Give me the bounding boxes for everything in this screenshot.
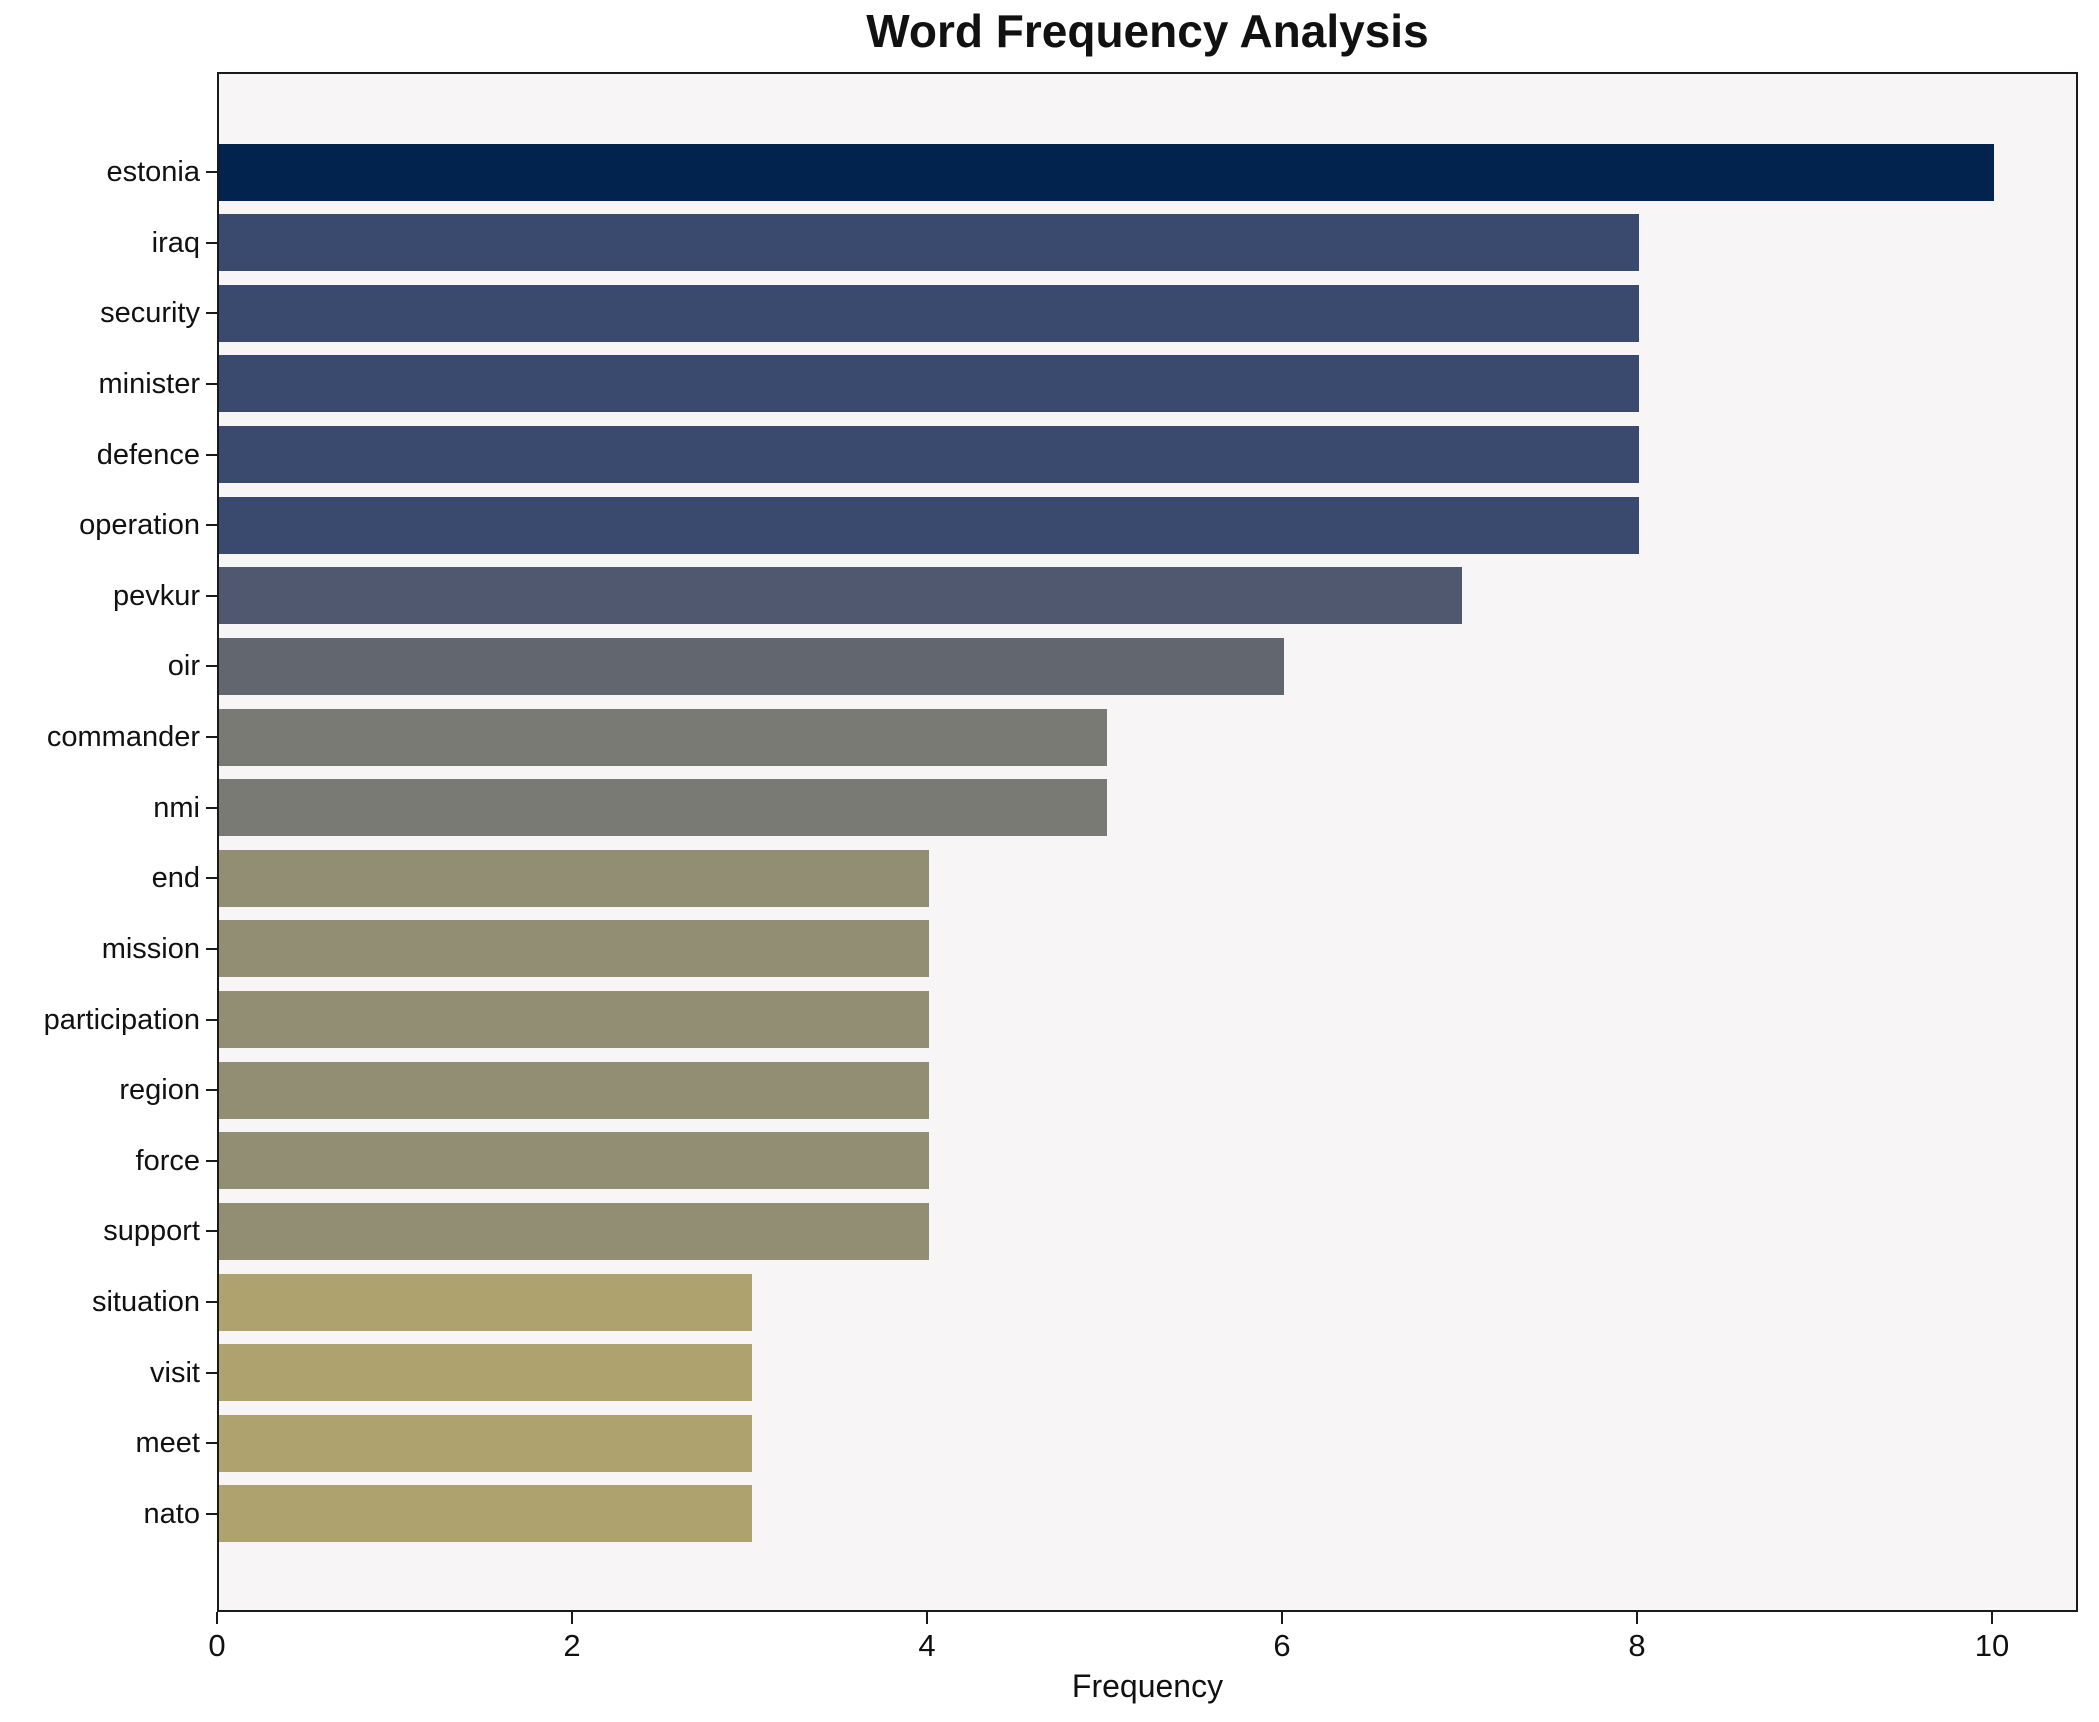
bar-region (219, 1062, 929, 1119)
chart-title: Word Frequency Analysis (866, 5, 1429, 57)
x-axis-label: Frequency (1071, 1668, 1224, 1704)
y-tick-label-minister: minister (98, 368, 200, 400)
bar-nato (219, 1485, 752, 1542)
y-tick-mark (206, 524, 217, 526)
x-tick-label-0: 0 (208, 1628, 226, 1663)
y-tick-label-defence: defence (96, 439, 200, 471)
y-tick-mark (206, 877, 217, 879)
y-tick-label-end: end (151, 862, 200, 894)
y-tick-label-force: force (135, 1145, 200, 1177)
bar-minister (219, 355, 1639, 412)
x-tick-mark (926, 1612, 928, 1624)
y-tick-label-commander: commander (46, 721, 200, 753)
y-tick-label-situation: situation (91, 1286, 200, 1318)
bar-security (219, 285, 1639, 342)
bar-end (219, 850, 929, 907)
y-tick-mark (206, 807, 217, 809)
bar-meet (219, 1415, 752, 1472)
x-tick-mark (571, 1612, 573, 1624)
y-tick-label-operation: operation (79, 509, 200, 541)
y-tick-label-participation: participation (43, 1004, 200, 1036)
bar-visit (219, 1344, 752, 1401)
y-tick-label-security: security (100, 297, 200, 329)
bar-defence (219, 426, 1639, 483)
bar-situation (219, 1274, 752, 1331)
x-tick-label-2: 2 (563, 1628, 581, 1663)
y-tick-label-visit: visit (150, 1357, 200, 1389)
y-tick-label-nato: nato (143, 1498, 200, 1530)
bar-oir (219, 638, 1284, 695)
y-tick-mark (206, 1372, 217, 1374)
bar-mission (219, 920, 929, 977)
y-tick-mark (206, 1513, 217, 1515)
x-tick-mark (1281, 1612, 1283, 1624)
y-tick-mark (206, 454, 217, 456)
y-tick-label-meet: meet (135, 1427, 200, 1459)
x-tick-label-8: 8 (1628, 1628, 1646, 1663)
y-tick-label-pevkur: pevkur (112, 580, 200, 612)
bar-pevkur (219, 567, 1462, 624)
bar-estonia (219, 144, 1994, 201)
y-tick-label-oir: oir (167, 650, 200, 682)
y-tick-mark (206, 1442, 217, 1444)
x-tick-label-6: 6 (1273, 1628, 1291, 1663)
y-tick-label-estonia: estonia (106, 156, 200, 188)
y-tick-mark (206, 1160, 217, 1162)
y-tick-mark (206, 1301, 217, 1303)
y-tick-mark (206, 383, 217, 385)
x-tick-mark (216, 1612, 218, 1624)
bar-operation (219, 497, 1639, 554)
x-tick-label-10: 10 (1974, 1628, 2010, 1663)
y-tick-mark (206, 595, 217, 597)
bar-force (219, 1132, 929, 1189)
y-tick-mark (206, 242, 217, 244)
y-tick-label-iraq: iraq (151, 227, 200, 259)
bar-commander (219, 709, 1107, 766)
bar-nmi (219, 779, 1107, 836)
plot-area (217, 72, 2078, 1612)
y-tick-label-region: region (119, 1074, 200, 1106)
x-tick-label-4: 4 (918, 1628, 936, 1663)
y-tick-mark (206, 171, 217, 173)
y-tick-mark (206, 1230, 217, 1232)
y-tick-mark (206, 736, 217, 738)
x-tick-mark (1991, 1612, 1993, 1624)
bar-participation (219, 991, 929, 1048)
y-tick-label-nmi: nmi (153, 792, 200, 824)
y-tick-mark (206, 665, 217, 667)
y-tick-mark (206, 1019, 217, 1021)
y-tick-mark (206, 1089, 217, 1091)
y-tick-label-support: support (103, 1215, 200, 1247)
y-tick-mark (206, 312, 217, 314)
bar-iraq (219, 214, 1639, 271)
y-tick-label-mission: mission (101, 933, 200, 965)
bar-support (219, 1203, 929, 1260)
y-tick-mark (206, 948, 217, 950)
x-tick-mark (1636, 1612, 1638, 1624)
